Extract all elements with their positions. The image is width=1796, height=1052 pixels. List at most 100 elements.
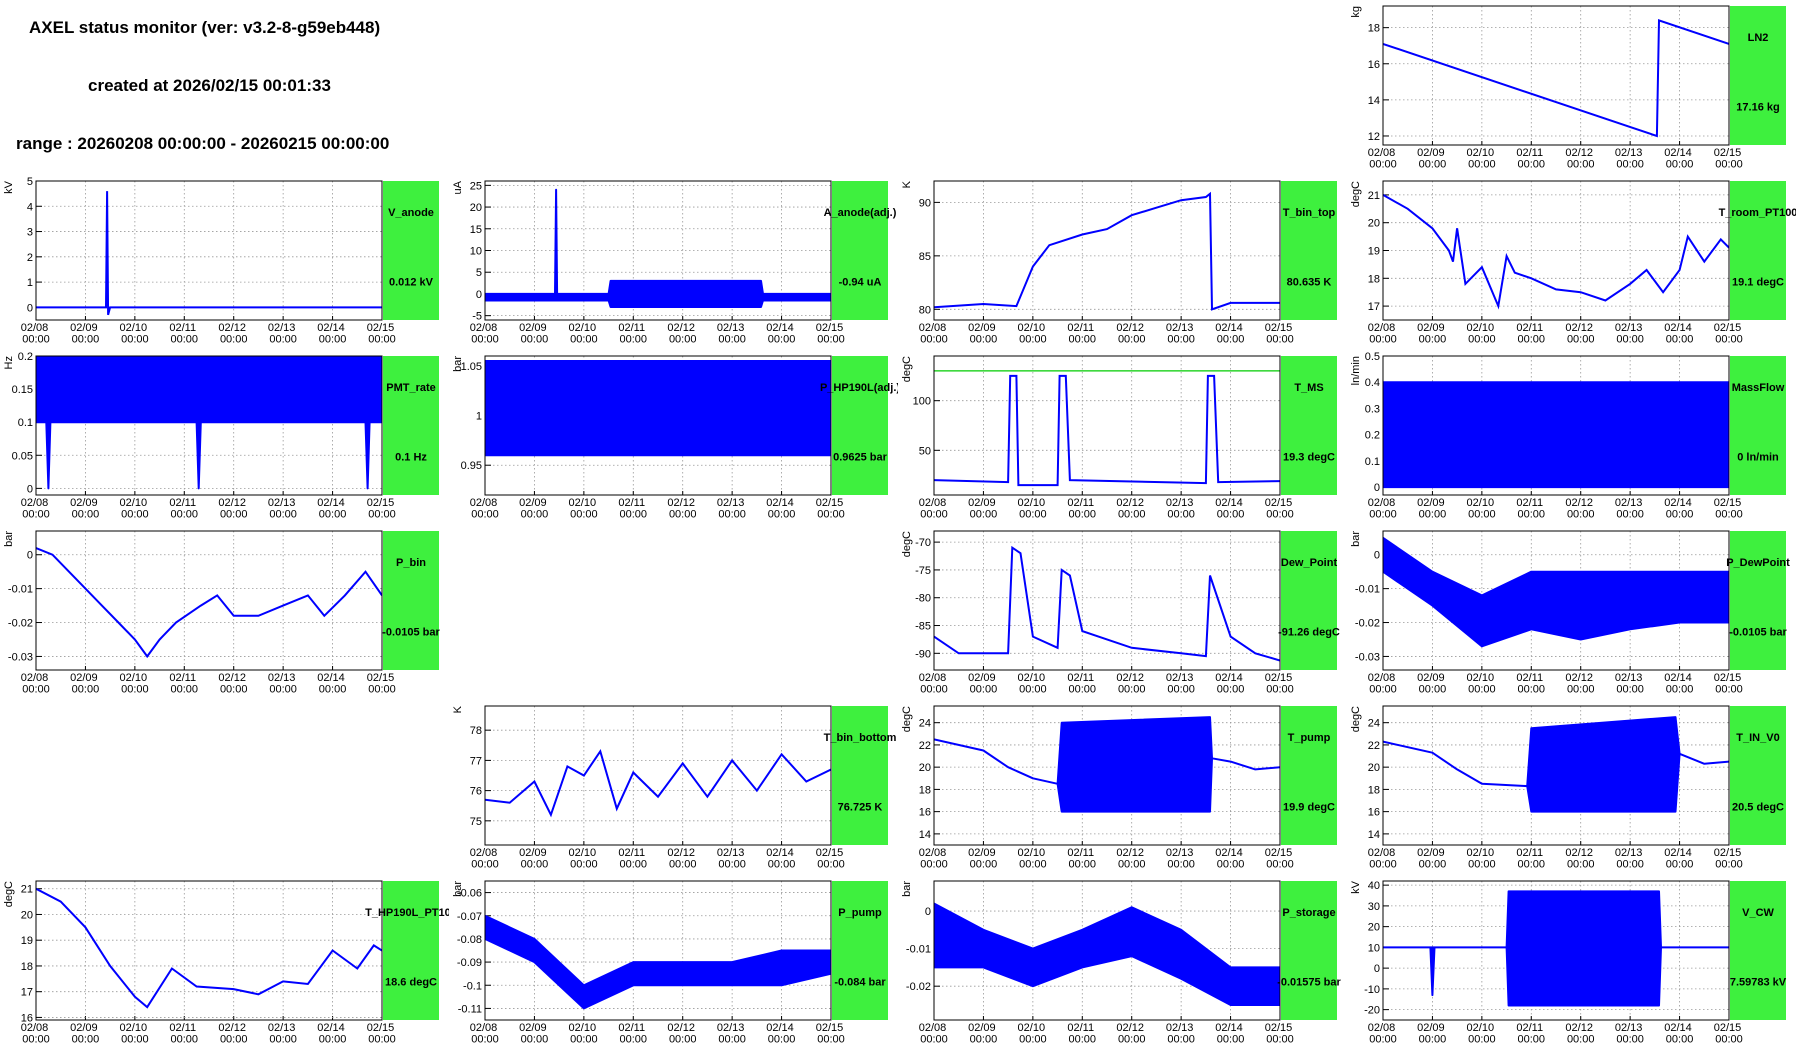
y-tick-label: 0.2	[1365, 430, 1380, 442]
y-tick-label: -5	[472, 311, 482, 323]
panel-value: -0.0105 bar	[1729, 626, 1787, 638]
x-tick-label: 02/13 00:00	[1615, 147, 1646, 171]
plot-frame	[1382, 705, 1730, 846]
panel: 02/08 00:00 02/09 00:00 02/10 00:00 02/11 0…	[1350, 180, 1796, 346]
x-tick-label: 02/12 00:00	[1116, 847, 1147, 871]
y-axis-unit: kg	[1350, 6, 1362, 18]
panel-value: 17.16 kg	[1736, 101, 1779, 113]
x-tick-label: 02/13 00:00	[717, 1022, 748, 1046]
x-tick-label: 02/11 00:00	[1516, 1022, 1546, 1046]
y-tick-label: -0.1	[463, 980, 482, 992]
y-tick-label: 100	[913, 396, 931, 408]
x-tick-label: 02/09 00:00	[1417, 847, 1448, 871]
y-axis-unit: uA	[452, 180, 464, 194]
y-tick-label: 18	[1368, 23, 1380, 35]
x-tick-label: 02/12 00:00	[1565, 322, 1596, 346]
x-tick-label: 02/13 00:00	[1615, 497, 1646, 521]
x-tick-label: 02/15 00:00	[1714, 1022, 1745, 1046]
plot-area	[36, 881, 382, 1020]
y-tick-label: 0	[27, 550, 33, 562]
x-tick-label: 02/15 00:00	[367, 1022, 398, 1046]
x-tick-label: 02/15 00:00	[1265, 497, 1296, 521]
x-tick-label: 02/08 00:00	[1368, 1022, 1399, 1046]
y-tick-label: 20	[1368, 922, 1380, 934]
x-tick-label: 02/15 00:00	[1714, 847, 1745, 871]
panel-label: V_anode	[388, 207, 434, 219]
x-tick-label: 02/14 00:00	[1215, 1022, 1246, 1046]
plot-frame	[484, 705, 832, 846]
panel-label: V_CW	[1742, 907, 1774, 919]
x-tick-label: 02/09 00:00	[70, 1022, 101, 1046]
y-tick-label: 0	[1374, 482, 1380, 494]
x-tick-label: 02/14 00:00	[1664, 147, 1695, 171]
x-tick-label: 02/15 00:00	[816, 1022, 847, 1046]
y-tick-label: 0.3	[1365, 403, 1380, 415]
plot-frame	[484, 880, 832, 1021]
status-box	[1281, 181, 1337, 320]
x-tick-label: 02/10 00:00	[1467, 672, 1498, 696]
y-axis-unit: K	[901, 180, 913, 188]
x-tick-label: 02/13 00:00	[717, 322, 748, 346]
plot-data	[36, 547, 382, 659]
x-tick-label: 02/10 00:00	[120, 322, 151, 346]
status-box	[383, 181, 439, 320]
y-axis-unit: kV	[3, 180, 15, 194]
y-axis-unit: bar	[452, 356, 464, 372]
y-tick-label: -90	[915, 648, 931, 660]
x-tick-label: 02/11 00:00	[1067, 322, 1097, 346]
x-tick-label: 02/10 00:00	[1467, 147, 1498, 171]
panel-value: -0.084 bar	[834, 976, 886, 988]
x-tick-label: 02/09 00:00	[519, 322, 550, 346]
data-line	[1383, 194, 1729, 310]
plot-data	[36, 191, 382, 316]
y-tick-label: 15	[470, 224, 482, 236]
y-tick-label: 25	[470, 180, 482, 192]
y-tick-label: -0.06	[457, 888, 482, 900]
plot-data	[934, 191, 1280, 311]
x-tick-label: 02/14 00:00	[1215, 322, 1246, 346]
y-tick-label: -0.09	[457, 957, 482, 969]
x-tick-label: 02/12 00:00	[218, 322, 249, 346]
panel-label: T_MS	[1294, 382, 1323, 394]
y-tick-label: 85	[919, 251, 931, 263]
plot-area	[934, 531, 1280, 670]
y-tick-label: 0.2	[18, 351, 33, 363]
x-tick-label: 02/09 00:00	[968, 1022, 999, 1046]
panel-value: 80.635 K	[1287, 276, 1332, 288]
x-tick-label: 02/08 00:00	[1368, 322, 1399, 346]
y-tick-label: 5	[476, 267, 482, 279]
y-tick-label: 80	[919, 304, 931, 316]
x-tick-label: 02/11 00:00	[169, 672, 199, 696]
y-axis-unit: bar	[1350, 531, 1362, 547]
y-tick-label: 20	[1368, 762, 1380, 774]
x-tick-label: 02/13 00:00	[268, 672, 299, 696]
data-band	[485, 188, 831, 308]
plot-frame	[933, 180, 1281, 321]
y-tick-label: 14	[919, 829, 931, 841]
y-axis-unit: degC	[901, 531, 913, 557]
plot-frame	[35, 880, 383, 1021]
x-tick-label: 02/13 00:00	[1166, 1022, 1197, 1046]
y-tick-label: 12	[1368, 131, 1380, 143]
y-tick-label: 3	[27, 227, 33, 239]
x-tick-label: 02/14 00:00	[317, 497, 348, 521]
panel: 02/08 00:00 02/09 00:00 02/10 00:00 02/11 0…	[452, 705, 897, 871]
x-tick-label: 02/08 00:00	[1368, 497, 1399, 521]
x-tick-label: 02/13 00:00	[717, 847, 748, 871]
x-tick-label: 02/11 00:00	[1067, 847, 1097, 871]
panel: 02/08 00:00 02/09 00:00 02/10 00:00 02/11 0…	[1350, 880, 1787, 1046]
data-line	[934, 545, 1280, 662]
y-tick-label: -0.11	[458, 1003, 482, 1015]
panel-label: T_pump	[1288, 732, 1331, 744]
y-axis-unit: K	[452, 705, 464, 713]
x-tick-label: 02/13 00:00	[268, 497, 299, 521]
y-tick-label: 0	[27, 302, 33, 314]
y-axis-unit: degC	[901, 706, 913, 732]
panel-value: 19.1 degC	[1732, 276, 1784, 288]
x-tick-label: 02/10 00:00	[120, 672, 151, 696]
x-tick-label: 02/12 00:00	[667, 322, 698, 346]
y-tick-label: 20	[1368, 218, 1380, 230]
data-band	[1383, 536, 1729, 648]
x-tick-label: 02/12 00:00	[218, 1022, 249, 1046]
data-band	[1383, 381, 1729, 489]
